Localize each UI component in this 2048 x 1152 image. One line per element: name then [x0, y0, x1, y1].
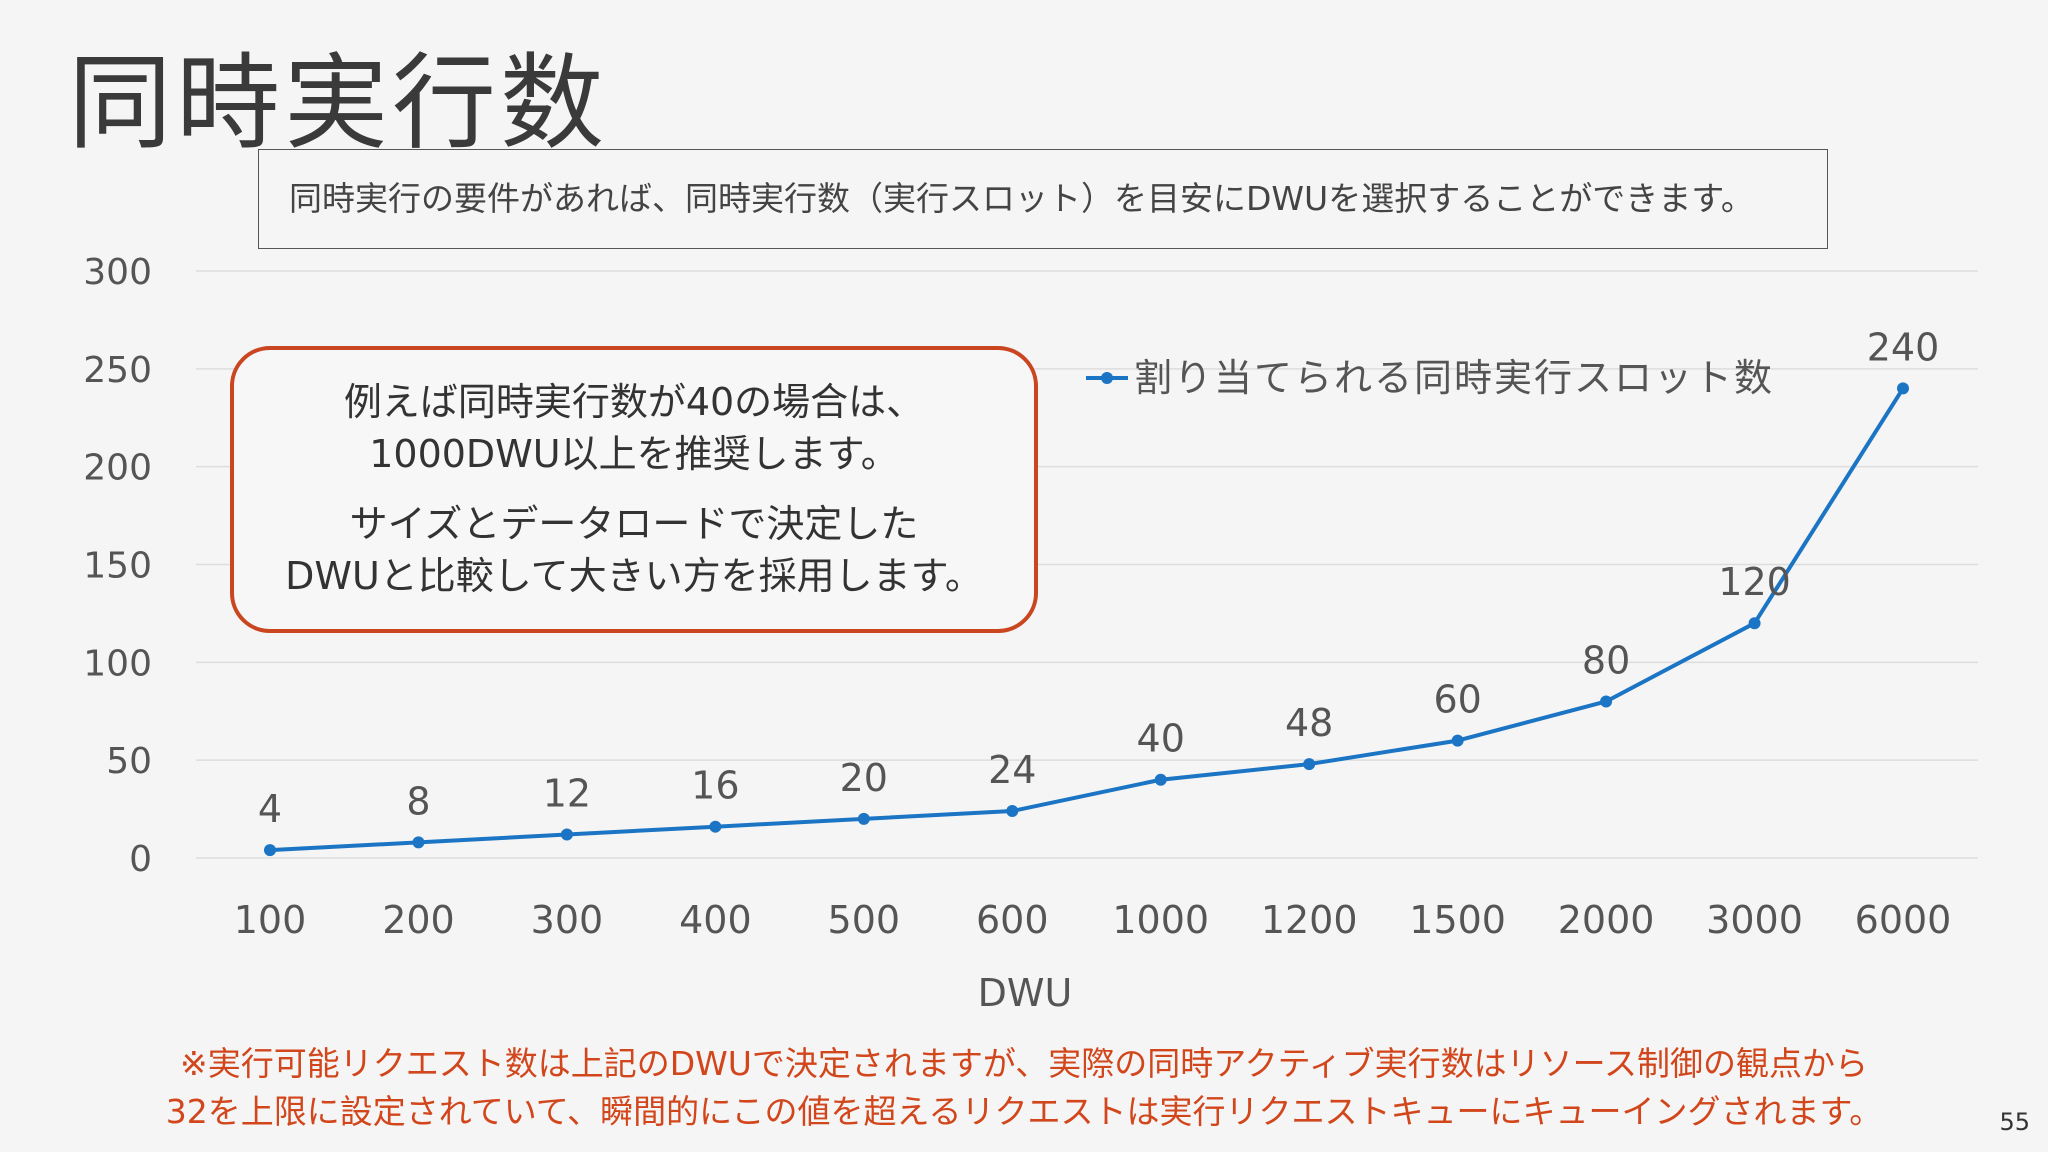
data-label: 20: [840, 756, 888, 800]
data-label: 16: [691, 764, 739, 808]
legend-series-name: 割り当てられる同時実行スロット数: [1134, 356, 1774, 400]
y-axis-ticks: 0 50 100 150 200 250 300: [83, 252, 152, 880]
data-point: [1748, 617, 1761, 630]
data-point: [857, 812, 870, 825]
x-axis-title: DWU: [978, 971, 1073, 1015]
data-label: 120: [1718, 560, 1791, 604]
y-tick-label: 0: [129, 839, 152, 880]
callout-line: DWUと比較して大きい方を採用します。: [285, 554, 983, 598]
data-point: [560, 828, 573, 841]
callout-line: 例えば同時実行数が40の場合は、: [343, 380, 925, 424]
data-label: 4: [258, 787, 282, 831]
data-point: [1006, 805, 1019, 818]
footnote-line: 32を上限に設定されていて、瞬間的にこの値を超えるリクエストは実行リクエストキュ…: [165, 1092, 1883, 1131]
y-tick-label: 300: [83, 252, 152, 293]
series-line: [269, 387, 1905, 853]
x-tick-label: 3000: [1706, 898, 1803, 942]
callout-line: 1000DWU以上を推奨します。: [369, 432, 899, 476]
data-label: 60: [1433, 678, 1481, 722]
y-tick-label: 100: [83, 643, 152, 684]
data-label: 40: [1137, 717, 1185, 761]
requirement-note: 同時実行の要件があれば、同時実行数（実行スロット）を目安にDWUを選択することが…: [258, 149, 1828, 249]
slide-title: 同時実行数: [68, 42, 609, 164]
data-point: [1154, 773, 1167, 786]
x-tick-label: 400: [679, 898, 752, 942]
data-label: 24: [988, 748, 1036, 792]
x-tick-label: 1000: [1112, 898, 1209, 942]
data-label: 240: [1867, 325, 1940, 369]
y-tick-label: 250: [83, 350, 152, 391]
series-layer: [264, 382, 1909, 857]
x-axis-ticks: 100 200 300 400 500 600 1000 1200 1500 2000 3000 60…: [234, 898, 1952, 942]
y-tick-label: 50: [106, 741, 152, 782]
recommendation-callout: 例えば同時実行数が40の場合は、 1000DWU以上を推奨します。 サイズとデー…: [230, 346, 1038, 633]
footnote: ※実行可能リクエスト数は上記のDWUで決定されますが、実際の同時アクティブ実行数…: [0, 1040, 2048, 1136]
x-tick-label: 1200: [1261, 898, 1358, 942]
x-tick-label: 200: [382, 898, 455, 942]
data-point: [1897, 382, 1909, 395]
x-tick-label: 2000: [1558, 898, 1655, 942]
data-point: [412, 836, 425, 849]
data-label: 80: [1582, 638, 1630, 682]
footnote-line: ※実行可能リクエスト数は上記のDWUで決定されますが、実際の同時アクティブ実行数…: [180, 1044, 1868, 1083]
data-point: [264, 844, 276, 857]
x-tick-label: 600: [976, 898, 1049, 942]
data-point: [709, 820, 722, 833]
page-number: 55: [1999, 1108, 2030, 1136]
data-point: [1303, 758, 1316, 771]
callout-line: サイズとデータロードで決定した: [349, 502, 919, 546]
data-label: 8: [406, 779, 430, 823]
x-tick-label: 100: [234, 898, 307, 942]
data-label: 48: [1285, 701, 1333, 745]
data-point: [1451, 734, 1464, 747]
x-tick-label: 1500: [1409, 898, 1506, 942]
x-tick-label: 6000: [1855, 898, 1952, 942]
x-tick-label: 500: [828, 898, 901, 942]
y-tick-label: 200: [83, 448, 152, 489]
y-tick-label: 150: [83, 546, 152, 587]
legend-point-marker: [1101, 372, 1113, 384]
data-point: [1600, 695, 1613, 708]
chart-legend: 割り当てられる同時実行スロット数: [1086, 356, 1774, 400]
data-label: 12: [543, 772, 591, 816]
x-tick-label: 300: [531, 898, 604, 942]
